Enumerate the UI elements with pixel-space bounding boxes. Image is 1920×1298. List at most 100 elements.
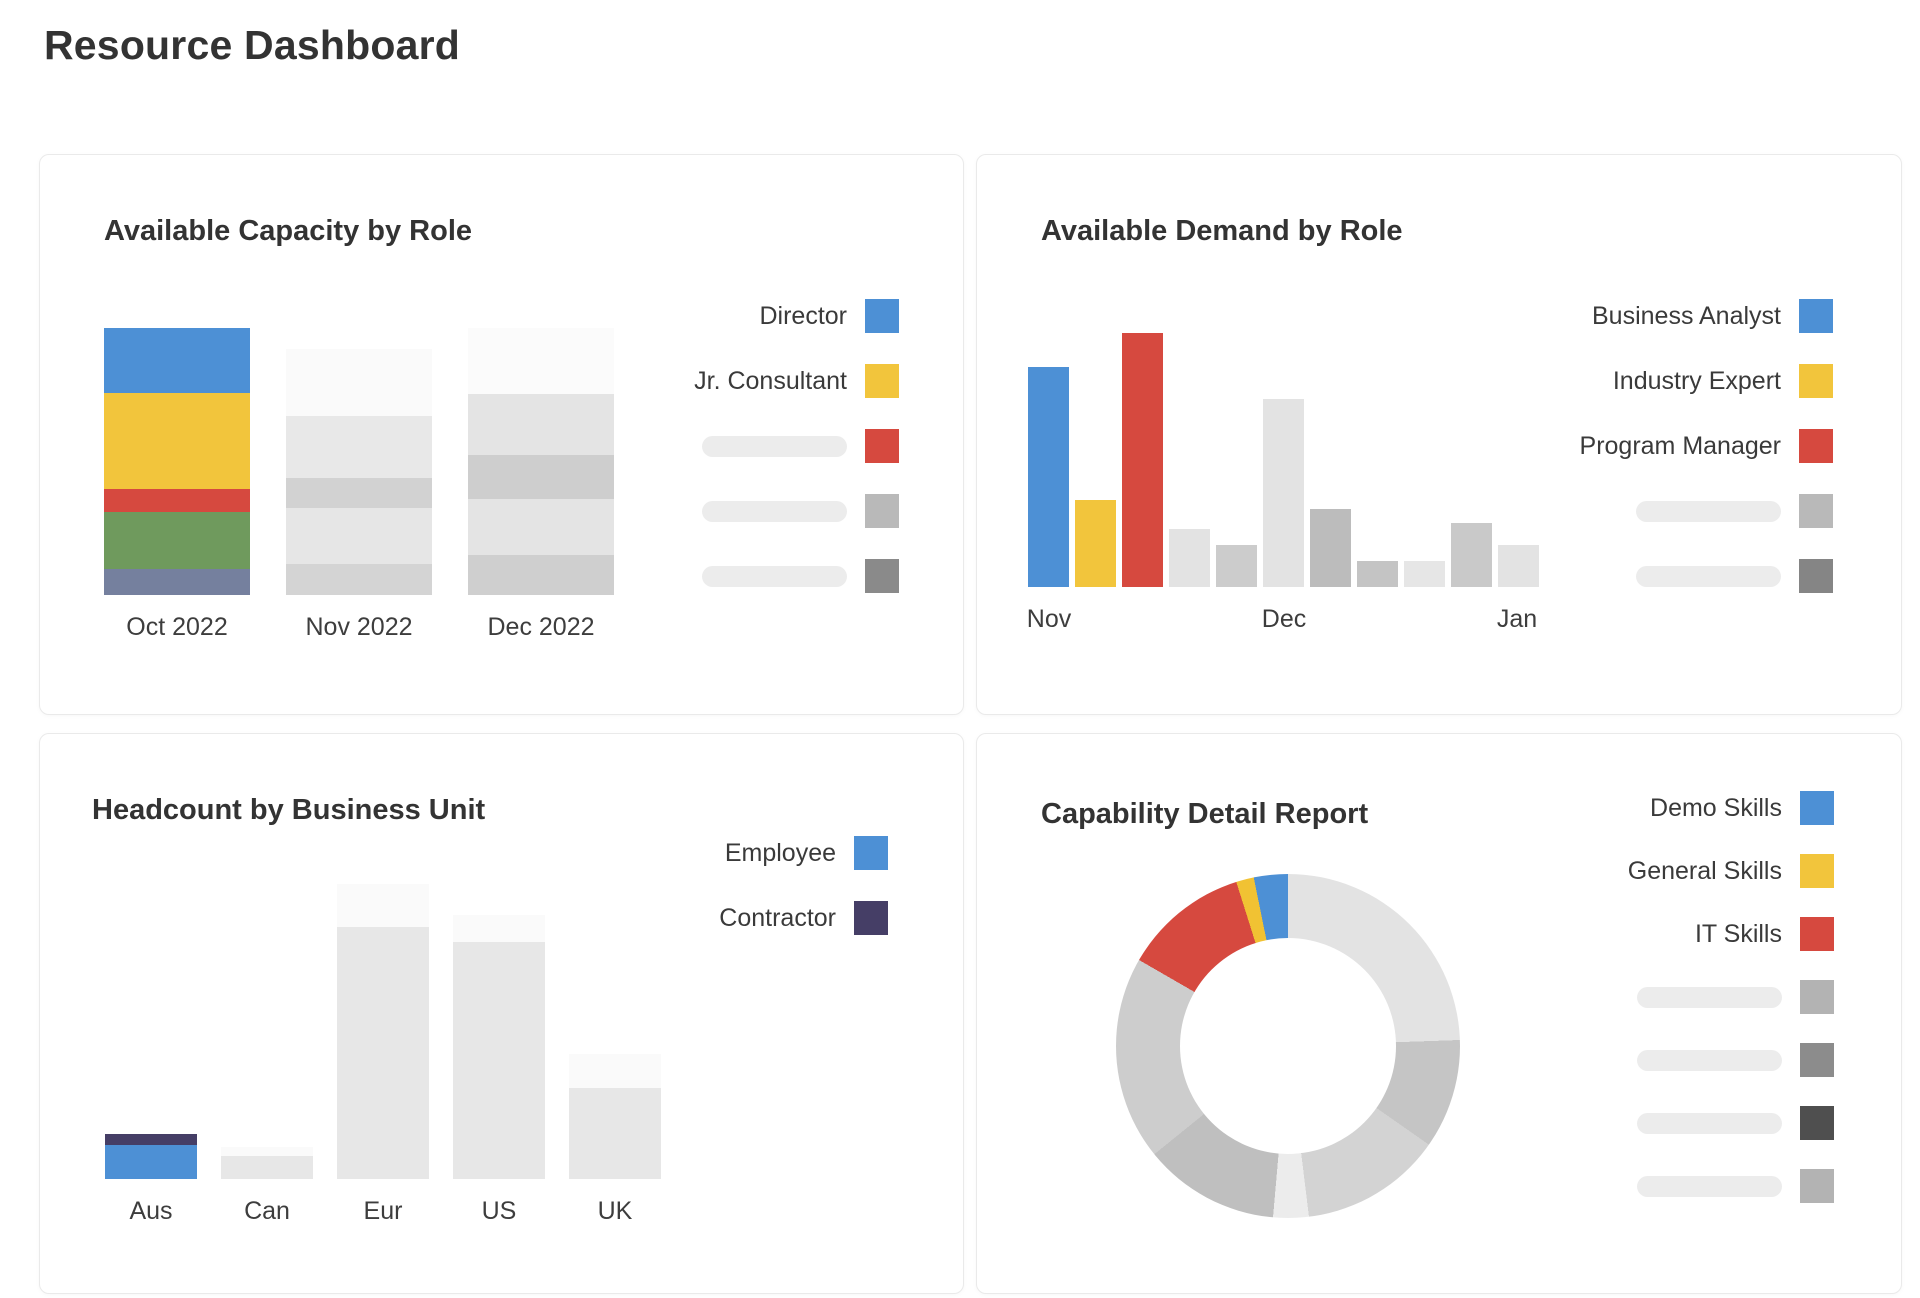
legend-item[interactable]: Program Manager [1580,429,1833,463]
bar-segment[interactable] [569,1054,661,1088]
bar-segment[interactable] [104,569,250,595]
legend-color-swatch [1800,1169,1834,1203]
legend-color-swatch [1800,917,1834,951]
bar-segment-Contractor[interactable] [105,1134,197,1145]
bar-segment[interactable] [569,1088,661,1179]
legend-color-swatch [1800,1106,1834,1140]
bar-segment[interactable] [453,942,545,1179]
legend-item[interactable] [702,494,899,528]
bar-Eur[interactable] [337,884,429,1179]
legend-item[interactable]: Director [759,299,899,333]
bar-segment[interactable] [286,416,432,478]
bar-segment[interactable] [286,478,432,508]
legend-item[interactable] [1637,1106,1834,1140]
axis-label: Aus [129,1197,173,1225]
legend-label: Contractor [719,903,836,932]
legend-label: General Skills [1627,856,1782,885]
bar-segment[interactable] [468,328,614,394]
axis-label: UK [597,1197,633,1225]
legend-color-swatch [865,559,899,593]
legend-item[interactable]: Employee [725,836,888,870]
axis-label: Oct 2022 [126,613,228,641]
bar-segment-Director[interactable] [104,328,250,393]
bar-Aus[interactable] [105,1134,197,1179]
legend-item[interactable]: General Skills [1628,854,1834,888]
legend-item[interactable]: Jr. Consultant [694,364,899,398]
legend-label-placeholder [1637,986,1782,1008]
legend-item[interactable] [1637,1169,1834,1203]
legend-item[interactable] [702,429,899,463]
bar-segment-Jr. Consultant[interactable] [104,393,250,489]
bar-segment[interactable] [337,927,429,1179]
bar-3[interactable] [1169,529,1210,587]
capability-panel-title: Capability Detail Report [1041,798,1369,830]
bar-US[interactable] [453,915,545,1179]
bar-10[interactable] [1498,545,1539,587]
bar-segment[interactable] [286,564,432,595]
bar-segment[interactable] [468,555,614,595]
bar-segment[interactable] [453,915,545,942]
capability-donut-chart[interactable] [1116,874,1460,1218]
axis-label: Nov 2022 [305,613,413,641]
legend-item[interactable] [1636,559,1833,593]
bar-8[interactable] [1404,561,1445,587]
bar-9[interactable] [1451,523,1492,587]
bar-Program Manager[interactable] [1122,333,1163,587]
legend-label-placeholder [1637,1175,1782,1197]
bar-segment-Employee[interactable] [105,1145,197,1179]
page-title: Resource Dashboard [44,22,461,68]
legend-item[interactable] [1636,494,1833,528]
legend-item[interactable] [1637,980,1834,1014]
legend-item[interactable] [1637,1043,1834,1077]
bar-5[interactable] [1263,399,1304,587]
axis-label: US [481,1197,517,1225]
legend-item[interactable]: Industry Expert [1613,364,1833,398]
legend-color-swatch [865,299,899,333]
bar-7[interactable] [1357,561,1398,587]
legend-color-swatch [865,364,899,398]
legend-label: Business Analyst [1592,301,1781,330]
demand-panel-title: Available Demand by Role [1041,215,1403,247]
legend-item[interactable]: Contractor [719,901,888,935]
bar-Nov 2022[interactable] [286,349,432,595]
capacity-panel-title: Available Capacity by Role [104,215,473,247]
bar-UK[interactable] [569,1054,661,1179]
legend-label-placeholder [702,435,847,457]
bar-segment[interactable] [286,508,432,564]
axis-label: Can [244,1197,290,1225]
legend-label: Demo Skills [1650,793,1782,822]
bar-segment[interactable] [468,499,614,555]
bar-Dec 2022[interactable] [468,328,614,595]
bar-4[interactable] [1216,545,1257,587]
legend-color-swatch [1799,364,1833,398]
legend-item[interactable] [702,559,899,593]
legend-label: Industry Expert [1612,366,1781,395]
bar-6[interactable] [1310,509,1351,587]
legend-label: IT Skills [1694,919,1782,948]
legend-label-placeholder [1637,1049,1782,1071]
legend-color-swatch [1800,791,1834,825]
panel-available-demand: Available Demand by Role Business Analys… [976,154,1902,715]
legend-color-swatch [865,429,899,463]
bar-segment[interactable] [468,394,614,455]
bar-Business Analyst[interactable] [1028,367,1069,587]
bar-segment[interactable] [337,884,429,927]
bar-segment[interactable] [286,349,432,416]
bar-segment[interactable] [104,512,250,569]
bar-Oct 2022[interactable] [104,328,250,595]
capacity-legend: Director Jr. Consultant [694,299,899,593]
bar-Industry Expert[interactable] [1075,500,1116,587]
bar-Can[interactable] [221,1147,313,1179]
legend-color-swatch [865,494,899,528]
legend-item[interactable]: IT Skills [1695,917,1834,951]
headcount-stacked-bar-chart: Aus Can Eur US UK [105,869,665,1225]
bar-segment[interactable] [221,1156,313,1179]
bar-segment[interactable] [104,489,250,512]
bar-segment[interactable] [468,455,614,499]
capability-legend: Demo Skills General Skills IT Skills [1628,791,1834,1203]
panel-headcount: Headcount by Business Unit Employee Contr… [39,733,964,1294]
legend-item[interactable]: Business Analyst [1592,299,1833,333]
legend-color-swatch [1800,980,1834,1014]
legend-item[interactable]: Demo Skills [1650,791,1834,825]
bar-segment[interactable] [221,1147,313,1156]
